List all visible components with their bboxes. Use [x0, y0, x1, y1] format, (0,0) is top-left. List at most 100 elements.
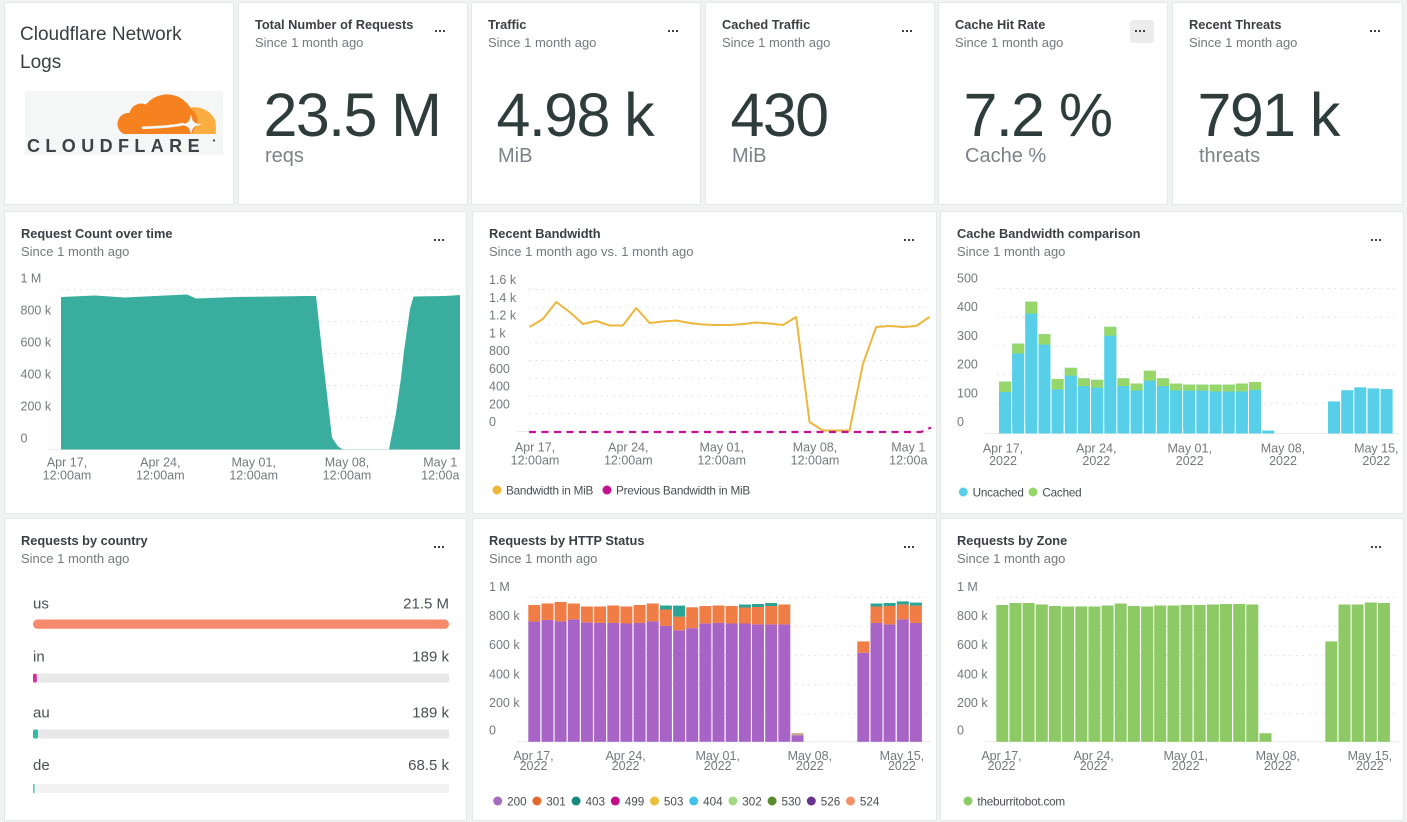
svg-text:May 1: May 1	[423, 456, 457, 470]
svg-text:May 08,: May 08,	[325, 456, 369, 470]
svg-text:12:00am: 12:00am	[229, 469, 278, 483]
svg-text:800 k: 800 k	[21, 304, 52, 318]
svg-text:600 k: 600 k	[489, 638, 520, 652]
svg-text:2022: 2022	[1176, 454, 1204, 468]
svg-text:404: 404	[703, 796, 723, 809]
svg-text:May 08,: May 08,	[793, 441, 837, 455]
svg-text:530: 530	[782, 796, 802, 809]
svg-text:403: 403	[586, 796, 606, 809]
svg-text:400 k: 400 k	[957, 667, 988, 681]
svg-text:301: 301	[546, 796, 566, 809]
svg-text:2022: 2022	[704, 759, 732, 773]
svg-text:2022: 2022	[1362, 454, 1390, 468]
svg-text:1 M: 1 M	[21, 272, 42, 286]
svg-text:526: 526	[821, 796, 841, 809]
svg-text:May 01,: May 01,	[1163, 749, 1207, 763]
svg-text:2022: 2022	[888, 759, 916, 773]
svg-text:Apr 17,: Apr 17,	[981, 749, 1021, 763]
svg-text:100: 100	[957, 386, 978, 400]
svg-text:21.5 M: 21.5 M	[403, 595, 449, 612]
svg-text:Apr 24,: Apr 24,	[140, 456, 180, 470]
svg-text:600: 600	[489, 362, 510, 376]
svg-text:200 k: 200 k	[489, 696, 520, 710]
svg-text:503: 503	[664, 796, 684, 809]
svg-text:400: 400	[489, 380, 510, 394]
svg-text:12:00am: 12:00am	[136, 469, 185, 483]
svg-text:302: 302	[742, 796, 762, 809]
svg-text:1 M: 1 M	[489, 580, 510, 594]
svg-text:0: 0	[21, 432, 28, 446]
svg-text:2022: 2022	[1264, 759, 1292, 773]
svg-text:May 01,: May 01,	[699, 441, 743, 455]
svg-text:1 k: 1 k	[489, 326, 506, 340]
svg-text:500: 500	[957, 272, 978, 286]
svg-text:2022: 2022	[1082, 454, 1110, 468]
svg-text:de: de	[33, 757, 50, 774]
svg-text:Apr 17,: Apr 17,	[515, 441, 555, 455]
svg-text:12:00am: 12:00am	[511, 454, 560, 468]
svg-text:Apr 24,: Apr 24,	[608, 441, 648, 455]
svg-text:499: 499	[625, 796, 645, 809]
svg-text:May 01,: May 01,	[231, 456, 275, 470]
svg-text:12:00am: 12:00am	[323, 469, 372, 483]
svg-text:200: 200	[507, 796, 527, 809]
svg-text:200 k: 200 k	[21, 400, 52, 414]
svg-text:2022: 2022	[988, 759, 1016, 773]
svg-text:May 08,: May 08,	[1261, 442, 1305, 456]
svg-text:200 k: 200 k	[957, 696, 988, 710]
svg-text:2022: 2022	[1080, 759, 1108, 773]
svg-text:12:00a: 12:00a	[421, 469, 459, 483]
svg-text:Previous Bandwidth in MiB: Previous Bandwidth in MiB	[616, 485, 750, 498]
svg-text:12:00am: 12:00am	[604, 454, 653, 468]
svg-text:us: us	[33, 595, 49, 612]
svg-text:200: 200	[489, 397, 510, 411]
svg-text:2022: 2022	[612, 759, 640, 773]
svg-text:Apr 17,: Apr 17,	[513, 749, 553, 763]
svg-text:2022: 2022	[1356, 759, 1384, 773]
svg-text:200: 200	[957, 358, 978, 372]
svg-text:May 08,: May 08,	[788, 749, 832, 763]
svg-text:Apr 24,: Apr 24,	[605, 749, 645, 763]
svg-text:189 k: 189 k	[412, 705, 449, 722]
svg-text:1 M: 1 M	[957, 580, 978, 594]
svg-text:12:00am: 12:00am	[697, 454, 746, 468]
svg-text:0: 0	[957, 724, 964, 738]
svg-text:Apr 17,: Apr 17,	[47, 456, 87, 470]
svg-text:May 15,: May 15,	[880, 749, 924, 763]
svg-text:800 k: 800 k	[489, 609, 520, 623]
svg-text:Apr 24,: Apr 24,	[1073, 749, 1113, 763]
svg-text:2022: 2022	[1269, 454, 1297, 468]
svg-text:400 k: 400 k	[489, 667, 520, 681]
svg-text:0: 0	[489, 415, 496, 429]
svg-text:600 k: 600 k	[21, 336, 52, 350]
svg-text:May 01,: May 01,	[695, 749, 739, 763]
svg-text:0: 0	[957, 415, 964, 429]
svg-text:400 k: 400 k	[21, 368, 52, 382]
svg-text:May 15,: May 15,	[1354, 442, 1398, 456]
svg-text:1.2 k: 1.2 k	[489, 309, 517, 323]
svg-text:189 k: 189 k	[412, 649, 449, 666]
svg-text:300: 300	[957, 329, 978, 343]
svg-text:CLOUDFLARE: CLOUDFLARE	[27, 136, 205, 156]
svg-text:12:00am: 12:00am	[43, 469, 92, 483]
svg-text:Bandwidth in MiB: Bandwidth in MiB	[506, 485, 594, 498]
svg-text:800 k: 800 k	[957, 609, 988, 623]
svg-text:2022: 2022	[796, 759, 824, 773]
svg-text:theburritobot.com: theburritobot.com	[977, 796, 1065, 809]
svg-text:68.5 k: 68.5 k	[408, 757, 449, 774]
svg-text:800: 800	[489, 344, 510, 358]
svg-text:Cached: Cached	[1042, 487, 1081, 500]
svg-text:1.6 k: 1.6 k	[489, 273, 517, 287]
svg-text:May 08,: May 08,	[1256, 749, 1300, 763]
svg-text:600 k: 600 k	[957, 638, 988, 652]
svg-text:2022: 2022	[520, 759, 548, 773]
svg-text:400: 400	[957, 300, 978, 314]
svg-text:2022: 2022	[989, 454, 1017, 468]
svg-text:12:00am: 12:00am	[791, 454, 840, 468]
svg-text:Apr 17,: Apr 17,	[983, 442, 1023, 456]
svg-text:2022: 2022	[1172, 759, 1200, 773]
svg-text:May 1: May 1	[891, 441, 925, 455]
svg-text:524: 524	[860, 796, 880, 809]
svg-text:Uncached: Uncached	[973, 487, 1024, 500]
svg-text:1.4 k: 1.4 k	[489, 291, 517, 305]
